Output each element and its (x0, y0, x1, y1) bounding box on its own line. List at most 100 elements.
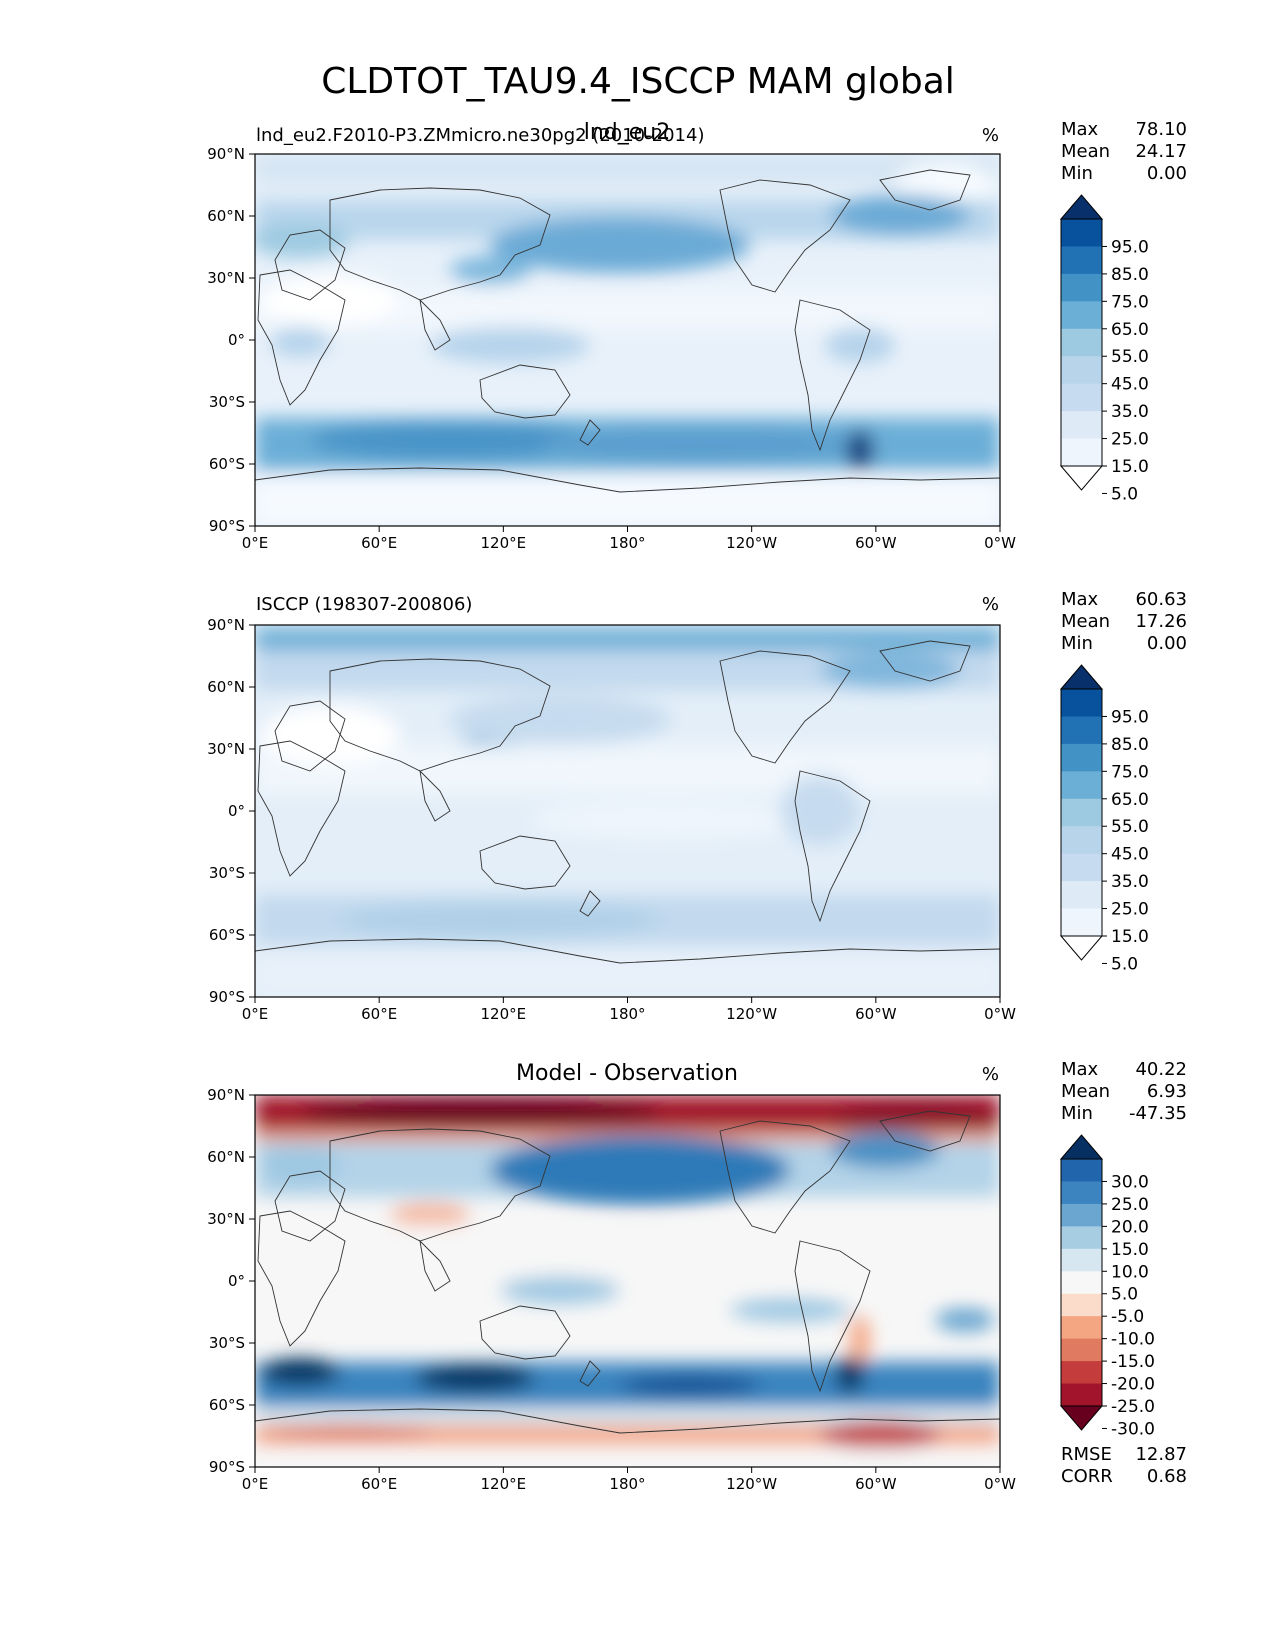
lat-tick-label: 30°S (209, 1334, 245, 1352)
colorbar-band (1061, 771, 1102, 800)
lon-tick-label: 60°E (361, 1005, 397, 1023)
colorbar-band (1061, 246, 1102, 275)
colorbar-band (1061, 301, 1102, 330)
stat-label-min: Min (1061, 633, 1093, 654)
stat-label-rmse: RMSE (1061, 1444, 1112, 1465)
colorbar-band (1061, 908, 1102, 937)
colorbar-label: -25.0 (1111, 1397, 1155, 1417)
colorbar-label: 55.0 (1111, 817, 1149, 837)
lon-tick-label: 120°E (481, 534, 527, 552)
lat-tick-label: 0° (228, 1272, 245, 1290)
lat-tick-label: 60°N (207, 207, 245, 225)
colorbar-band (1061, 356, 1102, 385)
panel-reference-left-label: ISCCP (198307-200806) (256, 594, 472, 615)
colorbar-label: 75.0 (1111, 762, 1149, 782)
colorbar-band (1061, 1203, 1102, 1227)
colorbar-band (1061, 1181, 1102, 1205)
colorbar-label: 95.0 (1111, 237, 1149, 257)
lon-tick-label: 60°E (361, 534, 397, 552)
colorbar-band (1061, 798, 1102, 827)
lon-tick-label: 180° (609, 534, 645, 552)
lon-ticks-difference: 0°E 60°E 120°E 180° 120°W 60°W 0°W (242, 1467, 1016, 1493)
lon-tick-label: 60°W (855, 1475, 897, 1493)
panel-test-units: % (982, 125, 999, 146)
colorbar-label: 25.0 (1111, 1195, 1149, 1215)
colorbar-label: 15.0 (1111, 457, 1149, 477)
coastlines-reference (255, 640, 1000, 964)
colorbar-band (1061, 411, 1102, 440)
stat-label-max: Max (1061, 119, 1099, 140)
colorbar-label: 65.0 (1111, 320, 1149, 340)
stat-label-mean: Mean (1061, 141, 1110, 162)
colorbar-label: 25.0 (1111, 430, 1149, 450)
stat-value-rmse: 12.87 (1135, 1444, 1187, 1465)
bottom-stats-difference: RMSE 12.87 CORR 0.68 (1061, 1444, 1187, 1487)
panel-difference-units: % (982, 1064, 999, 1085)
colorbar-label: -20.0 (1111, 1375, 1155, 1395)
colorbar-band (1061, 438, 1102, 467)
colorbar-extend-min (1059, 1405, 1104, 1431)
lon-tick-label: 0°W (984, 1475, 1016, 1493)
coastlines-test (255, 169, 1000, 493)
stat-label-min: Min (1061, 163, 1093, 184)
lat-tick-label: 90°S (209, 517, 245, 535)
lat-tick-label: 60°N (207, 1148, 245, 1166)
colorbar-difference: 30.0 25.020.0 15.010.0 5.0-5.0 -10.0-15.0 -20… (1059, 1134, 1155, 1439)
colorbar-label: 5.0 (1111, 484, 1138, 504)
colorbar-band (1061, 743, 1102, 772)
stat-label-mean: Mean (1061, 1081, 1110, 1102)
colorbar-band (1061, 716, 1102, 745)
stat-value-min: 0.00 (1147, 633, 1187, 654)
panel-reference: ISCCP (198307-200806) % (207, 589, 1187, 1023)
lat-tick-label: 90°N (207, 145, 245, 163)
lon-tick-label: 180° (609, 1475, 645, 1493)
colorbar-band (1061, 881, 1102, 910)
colorbar-band (1061, 1271, 1102, 1295)
stat-value-min: 0.00 (1147, 163, 1187, 184)
colorbar-label: 85.0 (1111, 735, 1149, 755)
colorbar-extend-max (1059, 664, 1104, 690)
lat-ticks-test: 90°N 60°N 30°N 0° 30°S 60°S 90°S (207, 145, 255, 535)
colorbar-reference: 95.0 85.0 75.0 65.0 55.0 45.0 35.0 25.0 15.0 5.0 (1059, 664, 1149, 974)
lat-tick-label: 90°N (207, 1086, 245, 1104)
colorbar-label: 45.0 (1111, 375, 1149, 395)
lat-tick-label: 30°S (209, 864, 245, 882)
panel-reference-units: % (982, 594, 999, 615)
colorbar-label: -30.0 (1111, 1419, 1155, 1439)
colorbar-band (1061, 328, 1102, 357)
stat-value-mean: 24.17 (1135, 141, 1187, 162)
colorbar-label: -10.0 (1111, 1330, 1155, 1350)
colorbar-label: 95.0 (1111, 707, 1149, 727)
colorbar-band (1061, 273, 1102, 302)
lat-tick-label: 60°S (209, 1396, 245, 1414)
colorbar-band (1061, 1159, 1102, 1182)
colorbar-band (1061, 826, 1102, 855)
panel-difference: Model - Observation % (207, 1059, 1187, 1493)
stats-reference: Max 60.63 Mean 17.26 Min 0.00 (1061, 589, 1187, 654)
colorbar-band (1061, 1248, 1102, 1272)
lon-tick-label: 120°W (726, 1005, 777, 1023)
stat-label-max: Max (1061, 1059, 1099, 1080)
colorbar-band (1061, 1316, 1102, 1340)
colorbar-frame (1060, 218, 1103, 467)
colorbar-band (1061, 219, 1102, 247)
colorbar-label: 10.0 (1111, 1262, 1149, 1282)
colorbar-band (1061, 1338, 1102, 1362)
stat-value-max: 40.22 (1135, 1059, 1187, 1080)
stat-value-mean: 6.93 (1147, 1081, 1187, 1102)
panel-test: lnd_eu2.F2010-P3.ZMmicro.ne30pg2 (2010-2… (207, 119, 1187, 552)
map-difference (255, 1095, 1000, 1467)
stats-difference: Max 40.22 Mean 6.93 Min -47.35 (1061, 1059, 1187, 1124)
colorbar-label: 35.0 (1111, 872, 1149, 892)
lat-tick-label: 0° (228, 331, 245, 349)
colorbar-label: 25.0 (1111, 900, 1149, 920)
lon-tick-label: 120°W (726, 1475, 777, 1493)
colorbar-label: 5.0 (1111, 1285, 1138, 1305)
colorbar-label: 45.0 (1111, 845, 1149, 865)
lon-tick-label: 120°E (481, 1005, 527, 1023)
lat-tick-label: 90°N (207, 616, 245, 634)
lon-ticks-reference: 0°E 60°E 120°E 180° 120°W 60°W 0°W (242, 997, 1016, 1023)
map-reference (255, 625, 1000, 997)
colorbar-label: 15.0 (1111, 1240, 1149, 1260)
